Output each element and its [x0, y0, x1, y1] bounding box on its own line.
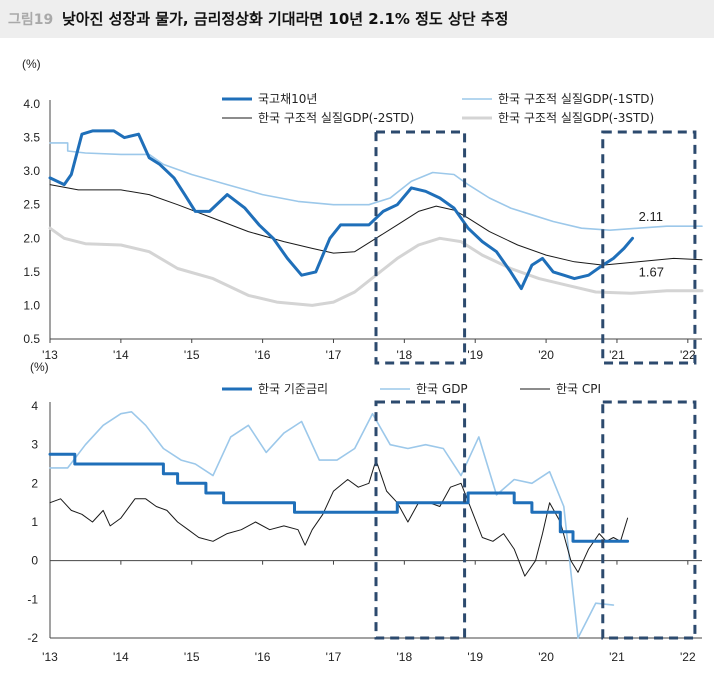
y-tick-label: 4 [31, 399, 38, 413]
highlight-box [601, 400, 697, 640]
x-tick-label: '15 [184, 348, 200, 362]
data-annotation: 1.67 [639, 264, 664, 279]
x-tick-label: '19 [467, 650, 483, 664]
x-tick-label: '18 [397, 650, 413, 664]
highlight-box [601, 130, 697, 365]
legend-label: 한국 CPI [556, 382, 601, 396]
legend-label: 국고채10년 [258, 92, 317, 106]
bottom-chart: (%) 4 3 2 1 0 -1 -2 '13 '14 '15 '16 '17 '18 '19 '20 '21 '… [27, 360, 702, 664]
series-line [49, 184, 703, 266]
legend-label: 한국 GDP [416, 382, 468, 396]
y-tick-label: -2 [27, 631, 38, 645]
legend-label: 한국 구조적 실질GDP(-3STD) [498, 111, 654, 125]
y-tick-label: -1 [27, 592, 38, 606]
x-tick-label: '21 [609, 348, 625, 362]
figure-tag: 그림19 [8, 12, 54, 28]
x-tick-label: '17 [326, 650, 342, 664]
series-line [48, 129, 634, 291]
legend-label: 한국 기준금리 [258, 382, 328, 396]
series-line [49, 459, 629, 577]
y-tick-label: 0 [31, 554, 38, 568]
x-tick-label: '14 [113, 348, 129, 362]
y-unit-label: (%) [22, 57, 41, 71]
x-tick-label: '13 [42, 348, 58, 362]
y-tick-label: 2 [31, 476, 38, 490]
y-tick-label: 4.0 [23, 97, 40, 111]
y-tick-label: 2.0 [23, 231, 40, 245]
x-tick-label: '16 [255, 650, 271, 664]
x-tick-label: '16 [255, 348, 271, 362]
y-tick-label: 3.5 [23, 131, 40, 145]
y-tick-label: 1.0 [23, 298, 40, 312]
y-tick-label: 1.5 [23, 265, 40, 279]
highlight-box [374, 130, 467, 365]
x-tick-label: '17 [326, 348, 342, 362]
x-tick-label: '13 [42, 650, 58, 664]
x-tick-label: '20 [538, 348, 554, 362]
y-tick-label: 3.0 [23, 164, 40, 178]
highlight-box [374, 400, 467, 640]
x-tick-label: '22 [680, 348, 696, 362]
x-tick-label: '20 [538, 650, 554, 664]
legend-label: 한국 구조적 실질GDP(-2STD) [258, 111, 414, 125]
y-tick-label: 2.5 [23, 198, 40, 212]
x-tick-label: '19 [467, 348, 483, 362]
y-tick-label: 0.5 [23, 332, 40, 346]
y-unit-label: (%) [30, 360, 49, 374]
x-tick-label: '15 [184, 650, 200, 664]
x-tick-label: '22 [680, 650, 696, 664]
series-line [48, 452, 630, 543]
figure-title-bar: 그림19 낮아진 성장과 물가, 금리정상화 기대라면 10년 2.1% 정도 … [0, 0, 714, 38]
data-annotation: 2.11 [639, 209, 663, 224]
figure-title: 낮아진 성장과 물가, 금리정상화 기대라면 10년 2.1% 정도 상단 추정 [62, 10, 509, 28]
x-tick-label: '18 [397, 348, 413, 362]
x-tick-label: '14 [113, 650, 129, 664]
series-line [49, 411, 615, 639]
x-tick-label: '21 [609, 650, 625, 664]
top-chart: (%) 4.0 3.5 3.0 2.5 2.0 1.5 1.0 0.5'13 '14 '15 '16 '… [22, 57, 704, 365]
series-line [49, 142, 703, 231]
y-tick-label: 3 [31, 438, 38, 452]
y-tick-label: 1 [31, 515, 38, 529]
legend-label: 한국 구조적 실질GDP(-1STD) [498, 92, 654, 106]
